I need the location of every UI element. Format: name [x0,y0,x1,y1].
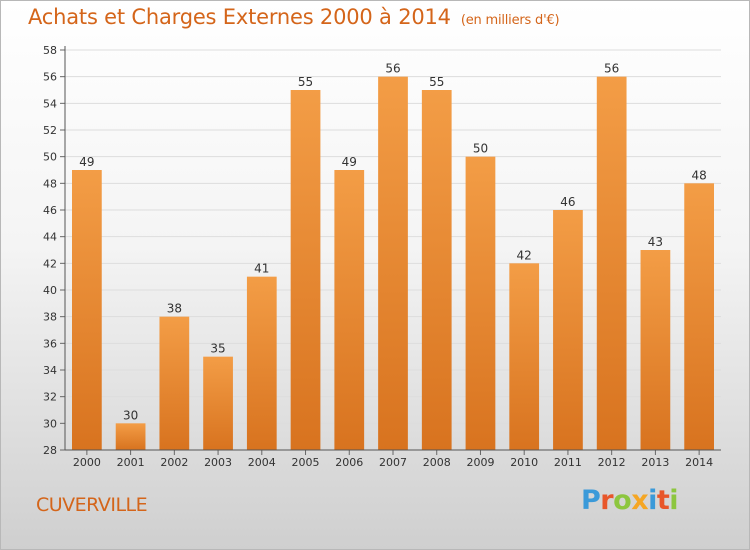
value-label: 55 [429,75,444,89]
x-tick-label: 2011 [554,456,582,469]
value-label: 49 [79,155,94,169]
bar-2004 [246,276,277,450]
value-label: 38 [167,302,182,316]
value-label: 50 [473,142,488,156]
y-tick-label: 38 [43,311,57,324]
logo-letter: t [656,485,670,516]
value-label: 56 [604,62,619,76]
bar-2014 [684,183,715,451]
y-tick-label: 28 [43,444,57,457]
bar-2012 [596,76,627,451]
logo-letter: x [631,485,649,516]
bar-2007 [378,76,408,451]
place-name: CUVERVILLE [36,494,148,516]
y-tick-label: 40 [43,284,57,297]
proxiti-logo[interactable]: Proxiti [581,485,679,516]
bar-2002 [159,316,190,450]
y-tick-label: 36 [43,337,57,350]
y-tick-label: 52 [43,124,57,137]
y-tick-label: 34 [43,364,57,377]
value-label: 30 [123,408,138,422]
x-tick-label: 2010 [510,456,538,469]
axes: 28 30 32 34 36 38 40 42 44 46 48 50 52 54 56 58 2000 2001… [43,44,721,469]
x-tick-label: 2004 [248,456,276,469]
y-tick-label: 56 [43,71,57,84]
bars: 49 30 38 35 41 55 49 56 55 50 42 46 56 43 48 [71,62,715,451]
y-tick-label: 32 [43,391,57,404]
bar-2010 [509,263,540,450]
logo-letter: P [581,485,601,516]
x-tick-label: 2008 [423,456,451,469]
bar-2006 [334,170,365,450]
value-label: 48 [691,168,706,182]
x-tick-label: 2009 [466,456,494,469]
bar-2008 [421,90,452,450]
x-tick-label: 2002 [160,456,188,469]
x-tick-label: 2001 [117,456,145,469]
x-tick-label: 2013 [641,456,669,469]
y-tick-label: 58 [43,44,57,57]
value-label: 56 [385,62,400,76]
logo-letter: o [613,485,632,516]
value-label: 35 [210,342,225,356]
value-label: 41 [254,262,269,276]
y-tick-label: 30 [43,417,57,430]
y-tick-label: 54 [43,97,57,110]
logo-letter: i [669,485,679,516]
bar-2009 [465,156,496,450]
value-label: 43 [648,235,663,249]
chart-title: Achats et Charges Externes 2000 à 2014 (e… [28,5,560,29]
bar-2000 [71,170,102,450]
x-tick-label: 2007 [379,456,407,469]
y-tick-label: 46 [43,204,57,217]
bar-2005 [290,90,321,450]
chart-title-text: Achats et Charges Externes 2000 à 2014 [28,5,451,29]
y-tick-label: 44 [43,231,57,244]
value-label: 46 [560,195,575,209]
chart-subtitle: (en milliers d'€) [460,13,560,28]
y-tick-label: 48 [43,177,57,190]
bar-2003 [203,356,233,450]
y-tick-label: 50 [43,151,57,164]
x-tick-label: 2003 [204,456,232,469]
y-tick-label: 42 [43,257,57,270]
value-label: 49 [342,155,357,169]
x-tick-label: 2012 [598,456,626,469]
bar-2011 [553,210,583,450]
logo-letter: r [600,485,614,516]
logo-letter: i [648,485,657,516]
value-label: 55 [298,75,313,89]
x-tick-label: 2005 [292,456,320,469]
x-tick-label: 2014 [685,456,713,469]
bar-2001 [115,423,146,450]
bar-2013 [640,250,671,450]
x-tick-label: 2000 [73,456,101,469]
value-label: 42 [517,248,532,262]
x-tick-label: 2006 [335,456,363,469]
